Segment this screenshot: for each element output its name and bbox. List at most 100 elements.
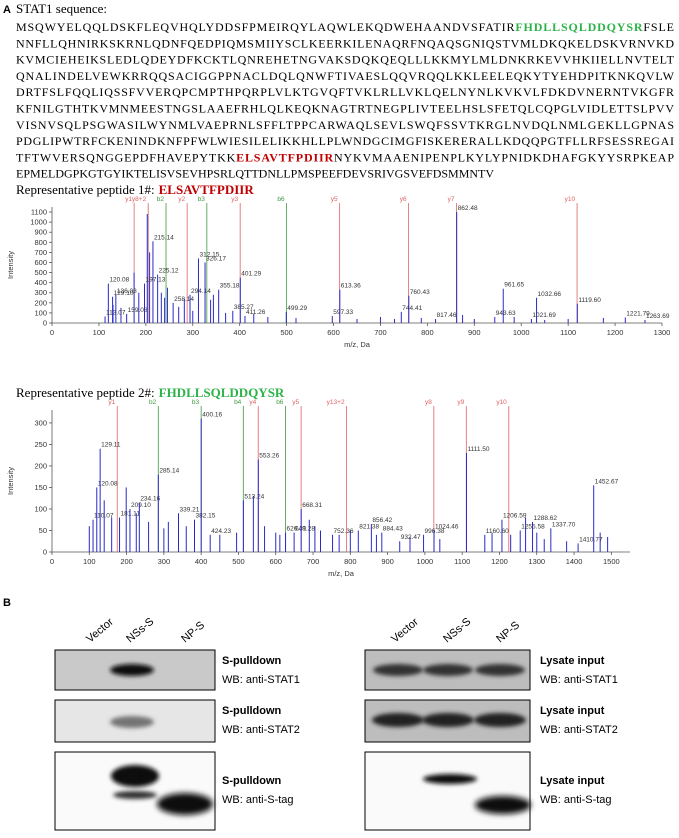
y-tick-label: 400: [34, 278, 47, 287]
x-tick-label: 100: [93, 328, 106, 337]
x-tick-label: 600: [327, 328, 340, 337]
y-tick-label: 100: [34, 504, 47, 513]
peptide: FHDLLSQLDDQYSR: [159, 385, 285, 400]
ion-label: y3: [231, 196, 238, 203]
sequence-heading: STAT1 sequence:: [16, 1, 107, 16]
sequence-line: TFTWVERSQNGGEPDFHAVEPYTKKELSAVTFPDIIRNYK…: [16, 150, 674, 164]
peak-label: 382.15: [196, 513, 216, 520]
blot-antibody: WB: anti-S-tag: [540, 794, 612, 806]
peak-label: 943.63: [496, 310, 516, 317]
peak-label: 258.14: [174, 296, 194, 303]
peak-label: 996.38: [425, 528, 445, 535]
peak-label: 326.17: [206, 255, 226, 262]
x-tick-label: 0: [50, 328, 54, 337]
peak-label: 1337.70: [552, 521, 576, 528]
peak-label: 513.24: [244, 493, 264, 500]
peak-label: 1410.77: [579, 536, 603, 543]
ion-label: y5: [331, 196, 338, 203]
band: [475, 796, 531, 814]
x-tick-label: 400: [233, 328, 246, 337]
blot-antibody: WB: anti-S-tag: [222, 794, 294, 806]
peak-label: 1111.50: [467, 446, 489, 453]
x-tick-label: 1100: [560, 328, 576, 337]
blot-title: Lysate input: [540, 655, 605, 667]
sequence-segment: ELSAVTFPDIIR: [236, 150, 333, 164]
x-tick-label: 900: [381, 557, 394, 566]
y-tick-label: 100: [34, 308, 47, 317]
sequence-segment: TFTWVERSQNGGEPDFHAVEPYTKK: [16, 150, 236, 164]
sequence-segment: PDGLIPWTRFCKENINDKNFPFWLWIESILELIKKHLLPL…: [16, 134, 674, 148]
x-tick-label: 1500: [603, 557, 620, 566]
x-tick-label: 800: [421, 328, 434, 337]
blot-antibody: WB: anti-STAT2: [540, 724, 618, 736]
caption-text: Representative peptide 1#:: [16, 182, 155, 197]
lane-label: NP-S: [179, 619, 207, 645]
peak-label: 400.16: [202, 412, 222, 419]
x-tick-label: 300: [187, 328, 200, 337]
peak-label: 1206.59: [503, 513, 527, 520]
ion-label: y6: [400, 196, 407, 203]
peak-label: 760.43: [410, 289, 430, 296]
x-tick-label: 300: [158, 557, 171, 566]
peak-label: 136.08: [117, 288, 137, 295]
blot-antibody: WB: anti-STAT1: [540, 674, 618, 686]
blot-title: S-pulldown: [222, 655, 282, 667]
peak-label: 821.38: [359, 523, 379, 530]
peptide-caption: Representative peptide 1#: ELSAVTFPDIIR: [16, 182, 254, 197]
y-tick-label: 300: [34, 418, 47, 427]
x-tick-label: 1300: [654, 328, 671, 337]
peptide: ELSAVTFPDIIR: [159, 182, 255, 197]
ion-label: y7: [448, 196, 455, 203]
peak-label: 1288.62: [534, 515, 558, 522]
ion-label: b2: [157, 196, 165, 203]
peak-label: 411.26: [246, 309, 266, 316]
ion-label: y10: [565, 196, 576, 203]
peak-label: 884.43: [383, 526, 403, 533]
peak-label: 668.31: [302, 502, 322, 509]
blot-antibody: WB: anti-STAT2: [222, 724, 300, 736]
peak-label: 1263.69: [646, 313, 670, 320]
sequence-line: KVMCIEHEIKSLEDLQDEYDFKCKTLQNREHETNGVAKSD…: [16, 53, 675, 67]
y-tick-label: 250: [34, 440, 47, 449]
ion-label: y13+2: [327, 399, 345, 406]
peak-label: 932.47: [401, 534, 421, 541]
x-tick-label: 600: [269, 557, 282, 566]
sequence-segment: QNALINDELVEWKRRQQSACIGGPPNACLDQLQNWFTIVA…: [16, 69, 675, 83]
y-tick-label: 0: [43, 319, 47, 328]
peak-label: 120.08: [109, 277, 129, 284]
sequence-segment: MSQWYELQQLDSKFLEQVHQLYDDSFPMEIRQYLAQWLEK…: [16, 20, 514, 34]
x-tick-label: 500: [280, 328, 293, 337]
peak-label: 385.27: [234, 304, 254, 311]
x-tick-label: 1400: [566, 557, 583, 566]
ion-label: b6: [277, 196, 285, 203]
y-axis-title: Intensity: [6, 467, 15, 495]
ion-label: b2: [149, 399, 157, 406]
y-tick-label: 1000: [30, 218, 47, 227]
peak-label: 355.18: [220, 283, 240, 290]
band: [110, 716, 154, 728]
x-tick-label: 1000: [417, 557, 434, 566]
x-axis-title: m/z, Da: [344, 340, 371, 349]
sequence-line: DRTFSLFQQLIQSSFVVERQPCMPTHPQRPLVLKTGVQFT…: [16, 85, 674, 99]
peak-label: 312.15: [199, 251, 219, 258]
peak-label: 856.42: [372, 517, 392, 524]
peak-label: 197.13: [145, 277, 165, 284]
x-tick-label: 0: [50, 557, 54, 566]
peak-label: 862.48: [458, 205, 478, 212]
band: [423, 664, 473, 676]
y-tick-label: 50: [39, 526, 47, 535]
peak-label: 1452.67: [595, 478, 619, 485]
sequence-segment: NNFLLQHNIRKSKRNLQDNFQEDPIQMSMIIYSCLKEERK…: [16, 36, 674, 50]
panel-label: B: [3, 597, 11, 609]
peak-label: 961.65: [504, 282, 524, 289]
peak-label: 225.12: [159, 268, 179, 275]
peak-label: 752.36: [334, 528, 354, 535]
ion-label: y5: [292, 399, 299, 406]
blot-title: S-pulldown: [222, 705, 282, 717]
peak-label: 401.29: [241, 271, 261, 278]
y-tick-label: 150: [34, 483, 47, 492]
panel-label: A: [3, 4, 11, 16]
sequence-segment: FSLE: [643, 20, 674, 34]
peak-label: 234.16: [140, 496, 160, 503]
